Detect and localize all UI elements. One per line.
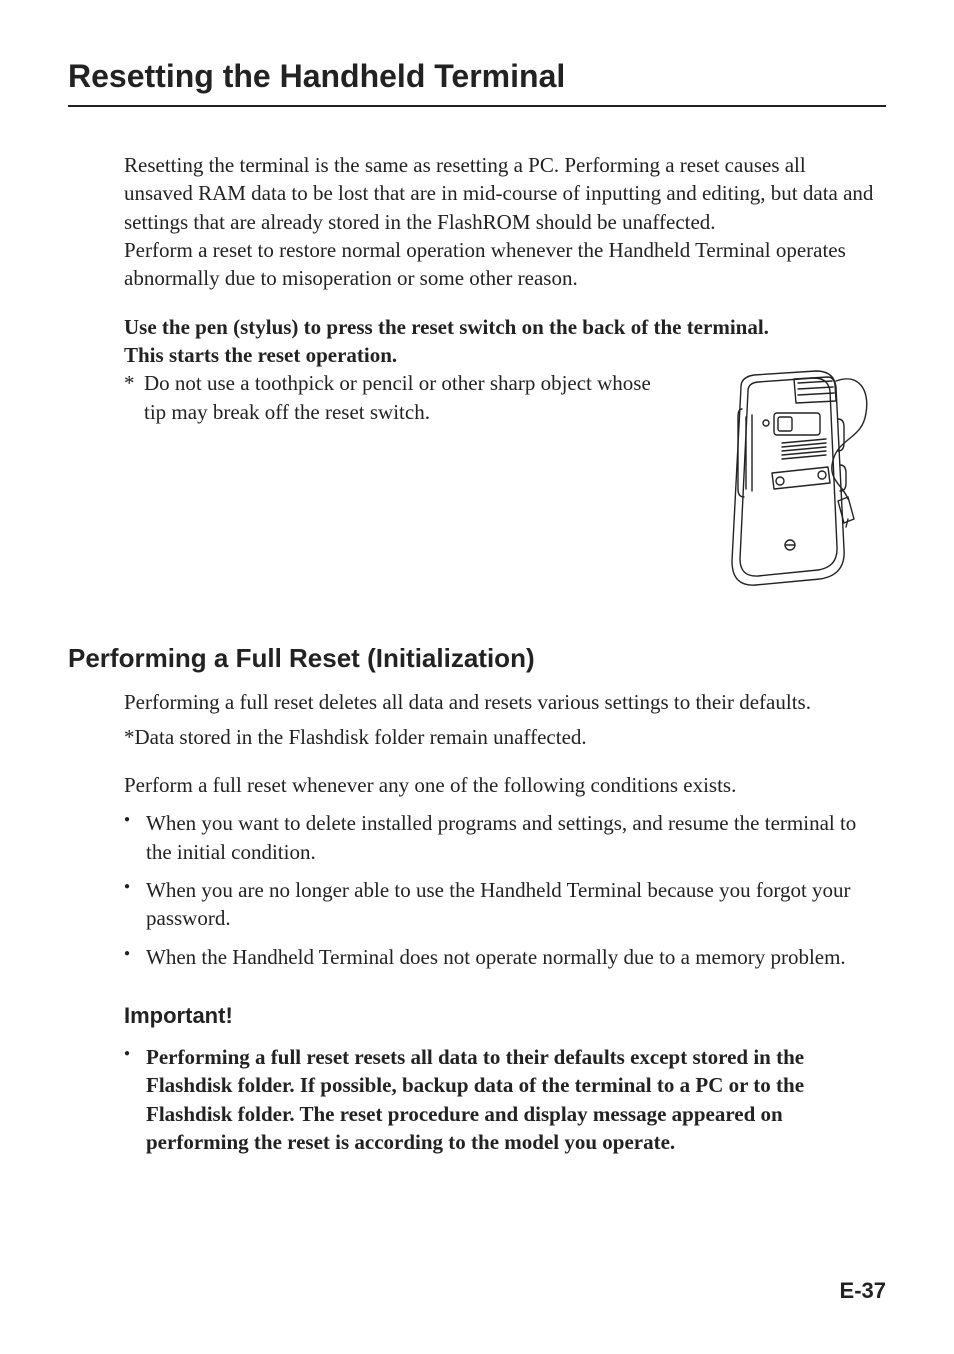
important-heading: Important! <box>124 1001 876 1031</box>
page-number: E-37 <box>840 1278 886 1304</box>
section-heading-full-reset: Performing a Full Reset (Initialization) <box>68 643 886 674</box>
terminal-illustration <box>686 369 876 599</box>
full-reset-block: Performing a full reset deletes all data… <box>124 688 876 1156</box>
important-list: Performing a full reset resets all data … <box>124 1043 876 1156</box>
list-item: When you want to delete installed progra… <box>124 809 876 866</box>
intro-block: Resetting the terminal is the same as re… <box>124 151 876 599</box>
page-title: Resetting the Handheld Terminal <box>68 58 886 107</box>
full-reset-p2: *Data stored in the Flashdisk folder rem… <box>124 723 876 751</box>
list-item: When the Handheld Terminal does not oper… <box>124 943 876 971</box>
instruction-line-1: Use the pen (stylus) to press the reset … <box>124 313 876 341</box>
stylus-note: * Do not use a toothpick or pencil or ot… <box>124 369 652 426</box>
important-bullet: Performing a full reset resets all data … <box>124 1043 876 1156</box>
intro-paragraph: Resetting the terminal is the same as re… <box>124 151 876 293</box>
note-and-illustration-row: * Do not use a toothpick or pencil or ot… <box>124 369 876 599</box>
conditions-list: When you want to delete installed progra… <box>124 809 876 971</box>
note-asterisk: * <box>124 369 144 426</box>
note-text: Do not use a toothpick or pencil or othe… <box>144 369 652 426</box>
full-reset-p1: Performing a full reset deletes all data… <box>124 688 876 716</box>
full-reset-p3: Perform a full reset whenever any one of… <box>124 771 876 799</box>
list-item: When you are no longer able to use the H… <box>124 876 876 933</box>
instruction-line-2: This starts the reset operation. <box>124 341 876 369</box>
